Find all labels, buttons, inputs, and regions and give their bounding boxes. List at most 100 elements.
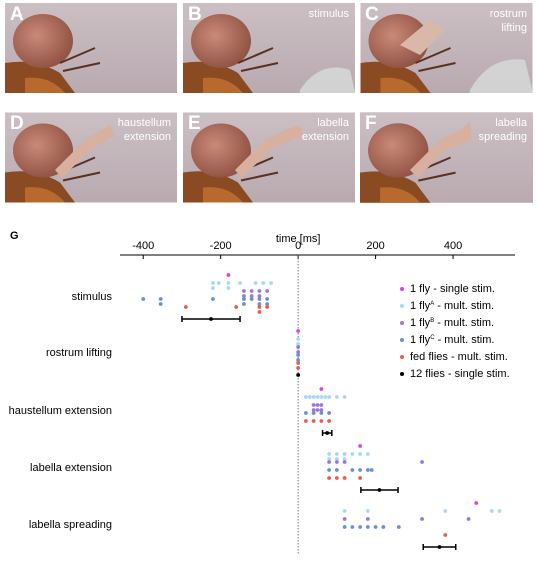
data-point — [365, 468, 370, 472]
data-point — [443, 533, 448, 537]
photo-panels — [5, 3, 533, 203]
panel-letter: F — [365, 113, 377, 134]
data-point — [296, 358, 301, 362]
panel-caption: spreading — [479, 131, 527, 143]
data-point — [334, 468, 339, 472]
data-point — [437, 545, 442, 549]
panel-letter: A — [10, 4, 24, 25]
data-point — [242, 294, 246, 298]
data-point — [296, 350, 301, 354]
data-point — [342, 457, 347, 461]
data-point — [158, 297, 163, 301]
legend-text: - mult. stim. — [435, 334, 495, 346]
data-point — [296, 337, 301, 341]
data-point — [296, 353, 301, 357]
data-point — [315, 408, 320, 412]
data-point — [211, 286, 215, 290]
row-label: labella extension — [30, 462, 112, 474]
legend-text: C — [430, 335, 435, 341]
legend-marker — [400, 287, 404, 291]
panel-caption: labella — [495, 117, 528, 129]
panel-caption: extension — [124, 131, 171, 143]
data-point — [396, 525, 401, 529]
data-point — [242, 302, 246, 306]
data-point — [242, 297, 246, 301]
panel-letter: G — [10, 230, 19, 242]
data-point — [141, 297, 146, 301]
data-point — [334, 457, 339, 461]
legend-text: B — [430, 318, 434, 324]
data-point — [342, 509, 347, 513]
legend-text: 1 fly — [410, 300, 431, 312]
data-point — [261, 281, 266, 285]
x-tick-label: 0 — [295, 240, 301, 252]
data-point — [319, 387, 324, 391]
data-point — [319, 419, 324, 423]
x-axis-title: time [ms] — [276, 233, 321, 245]
panel-caption: lifting — [501, 22, 527, 34]
data-point — [342, 525, 347, 529]
data-point — [319, 395, 324, 399]
legend-text: A — [430, 301, 434, 307]
x-tick-label: 400 — [444, 240, 462, 252]
data-point — [365, 525, 370, 529]
legend-text: - mult. stim. — [434, 317, 494, 329]
data-point — [365, 517, 370, 521]
data-point — [315, 395, 320, 399]
legend-text: 1 fly — [410, 317, 431, 329]
data-point — [377, 488, 382, 492]
data-point — [216, 281, 221, 285]
data-point — [327, 411, 332, 415]
panel-caption: extension — [302, 131, 349, 143]
data-point — [296, 361, 301, 365]
data-point — [303, 411, 308, 415]
data-point — [327, 468, 332, 472]
panel-letter: C — [365, 4, 379, 25]
data-point — [342, 476, 347, 480]
panel-letter: E — [188, 113, 201, 134]
data-point — [226, 273, 231, 277]
data-point — [311, 403, 316, 407]
row-label: haustellum extension — [9, 405, 112, 417]
data-point — [242, 289, 246, 293]
data-point — [265, 289, 270, 293]
data-point — [319, 408, 324, 412]
data-point — [334, 395, 339, 399]
x-tick-label: -400 — [132, 240, 154, 252]
data-point — [325, 431, 330, 435]
data-point — [211, 281, 215, 285]
data-point — [373, 525, 378, 529]
data-point — [315, 403, 320, 407]
data-point — [369, 468, 374, 472]
data-point — [296, 373, 301, 377]
data-point — [365, 452, 370, 456]
legend-marker — [400, 355, 404, 359]
row-label: labella spreading — [29, 519, 112, 531]
legend-label: 1 flyA - mult. stim. — [410, 300, 494, 312]
legend-text: fed flies - mult. stim. — [410, 351, 508, 363]
data-point — [350, 468, 355, 472]
data-point — [334, 460, 339, 464]
panel-caption: rostrum — [490, 8, 527, 20]
row-label: rostrum lifting — [46, 347, 112, 359]
data-point — [420, 460, 424, 464]
data-point — [209, 317, 213, 321]
data-point — [296, 366, 301, 370]
data-point — [334, 476, 339, 480]
data-point — [296, 345, 301, 349]
data-point — [303, 395, 308, 399]
panel-letter: B — [188, 4, 202, 25]
data-point — [296, 342, 301, 346]
data-point — [327, 457, 332, 461]
data-point — [420, 517, 424, 521]
legend-text: - mult. stim. — [434, 300, 494, 312]
data-point — [327, 395, 332, 399]
data-point — [474, 501, 479, 505]
data-point — [443, 509, 448, 513]
row-label: stimulus — [72, 291, 113, 303]
data-point — [296, 329, 301, 333]
legend-text: 12 flies - single stim. — [410, 368, 510, 380]
data-point — [327, 452, 332, 456]
data-point — [358, 444, 362, 448]
